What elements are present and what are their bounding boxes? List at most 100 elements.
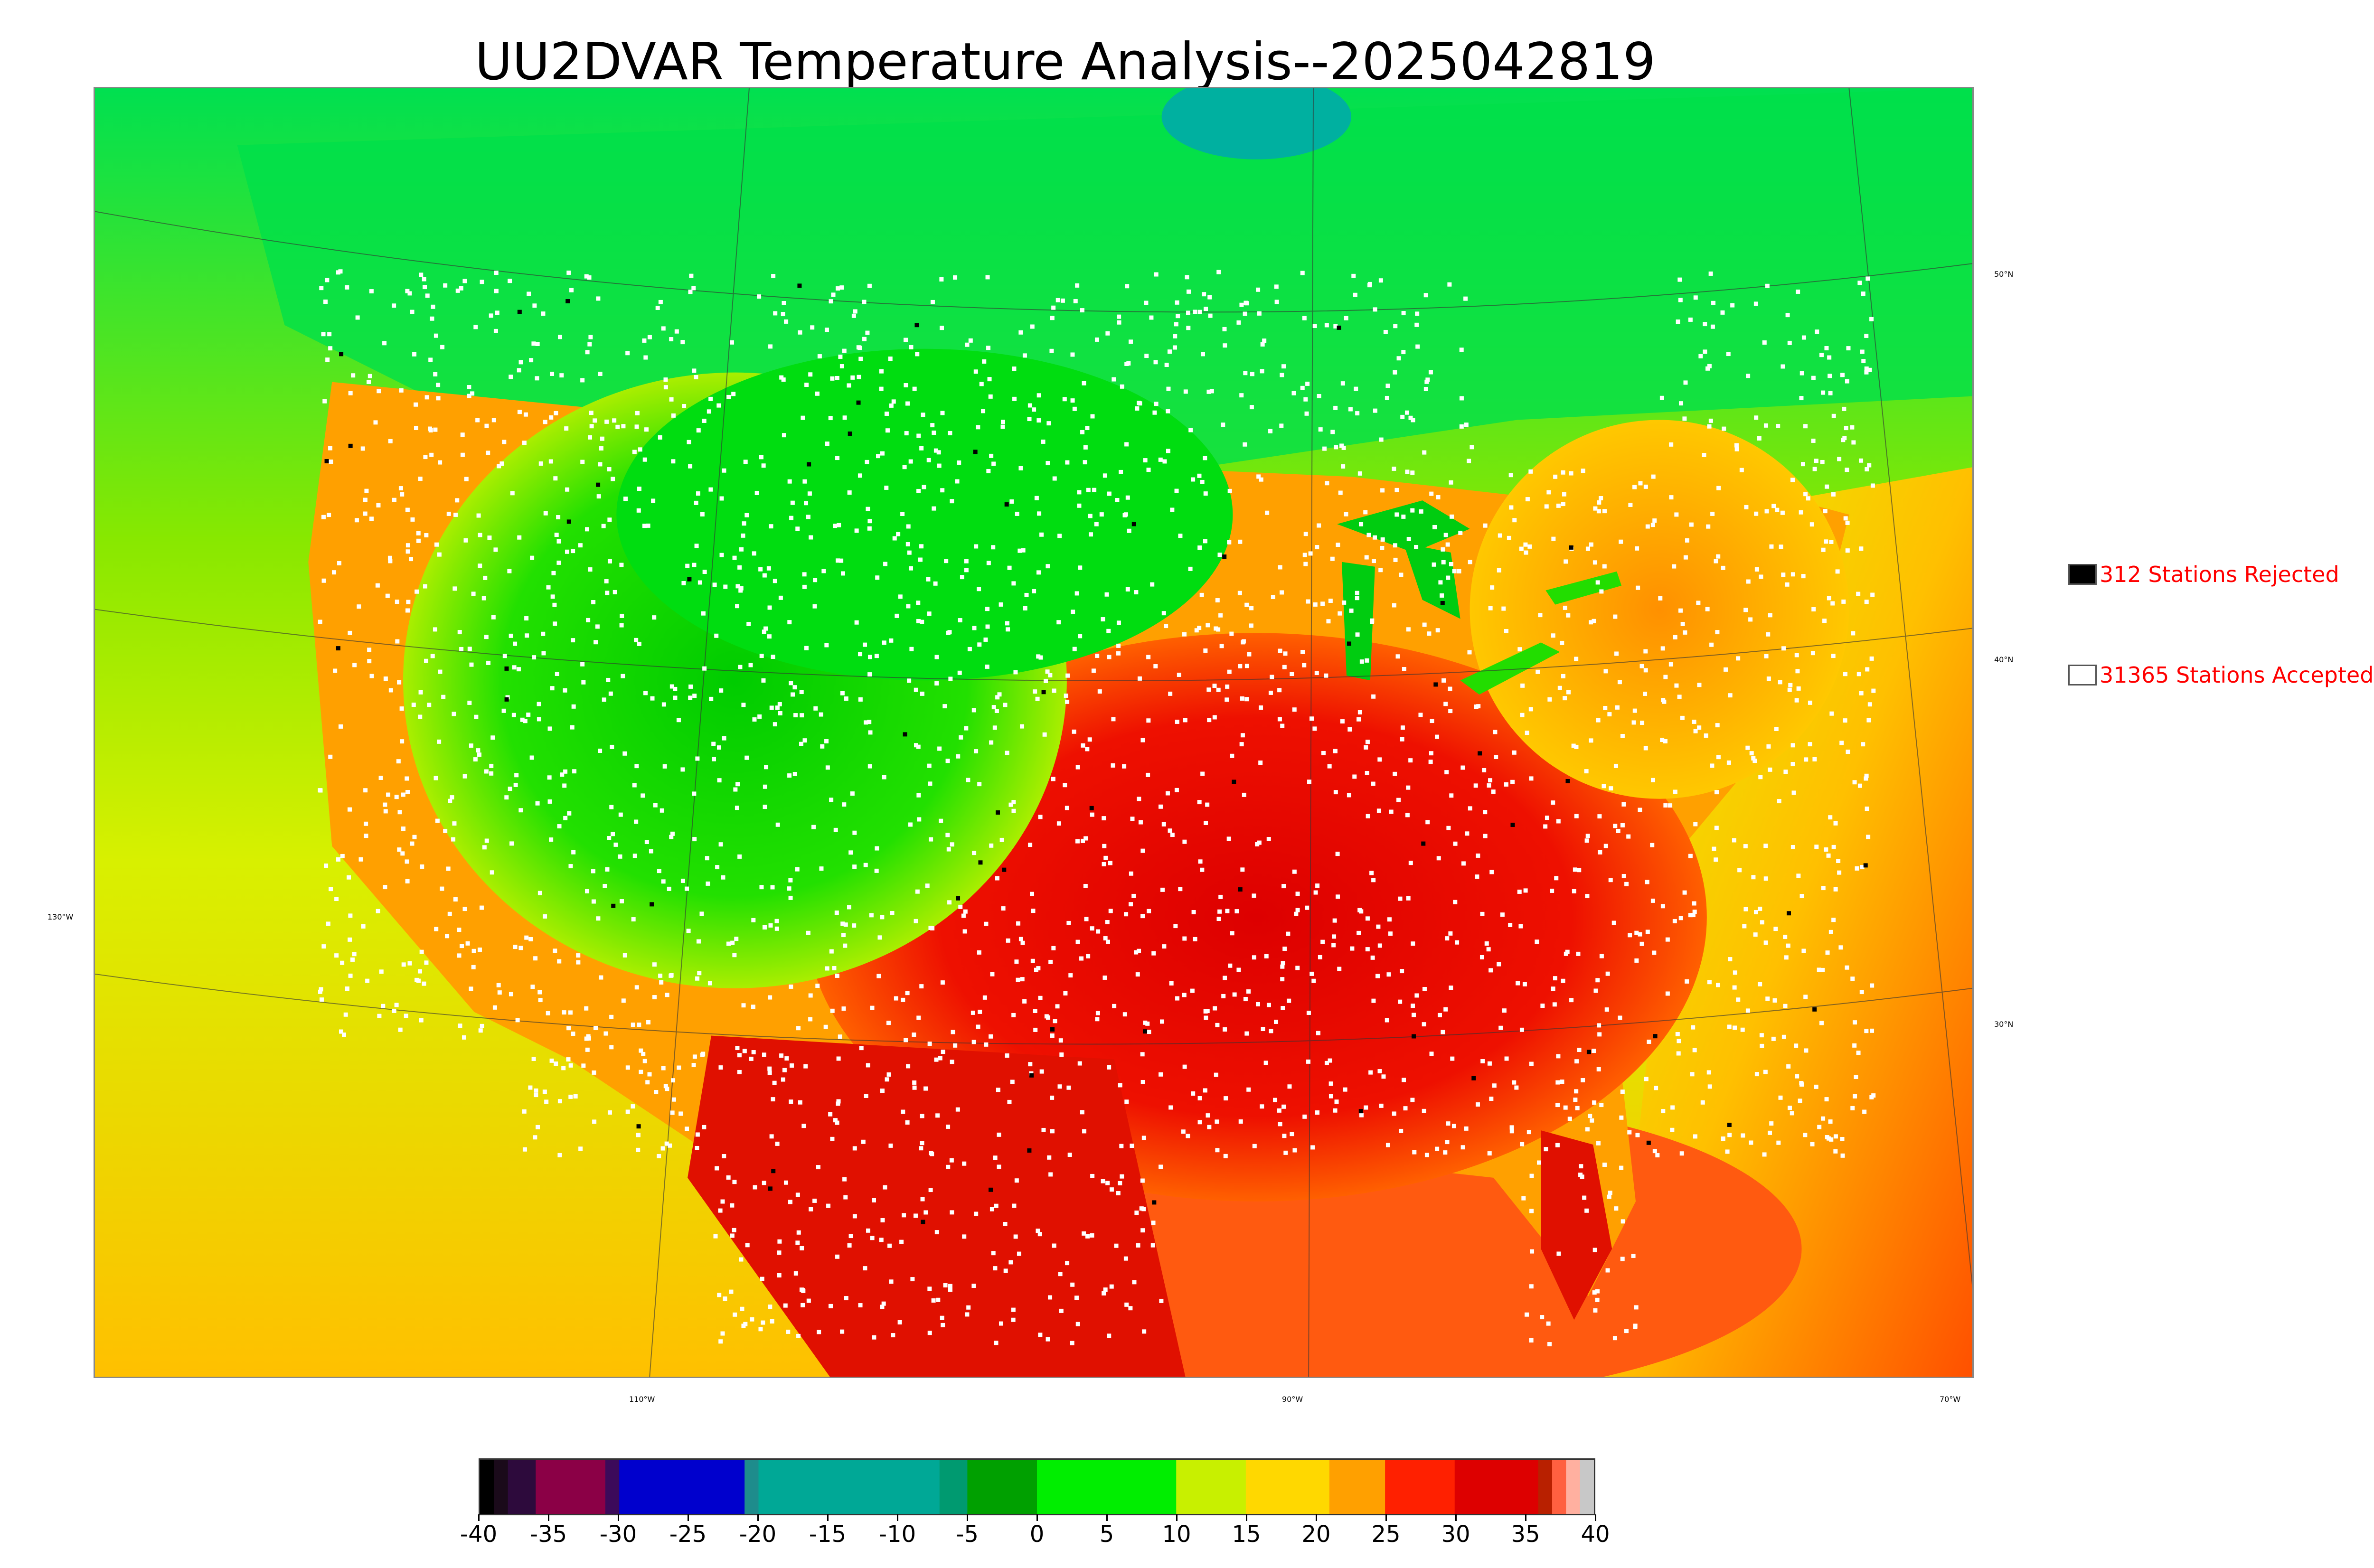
station-accepted xyxy=(1757,436,1762,441)
colorbar-segment xyxy=(1385,1460,1455,1514)
station-accepted xyxy=(858,1303,863,1308)
station-accepted xyxy=(875,575,880,580)
station-accepted xyxy=(774,919,779,923)
station-accepted xyxy=(1826,853,1831,858)
station-accepted xyxy=(1643,691,1648,696)
station-accepted xyxy=(1274,284,1279,289)
station-accepted xyxy=(424,960,429,965)
station-accepted xyxy=(1867,702,1872,707)
station-accepted xyxy=(553,948,557,953)
station-accepted xyxy=(1371,781,1375,786)
station-accepted xyxy=(340,960,345,965)
station-accepted xyxy=(941,1050,945,1054)
station-accepted xyxy=(1107,1333,1112,1338)
station-accepted xyxy=(883,1185,887,1190)
station-accepted xyxy=(1493,730,1498,734)
station-accepted xyxy=(1152,410,1157,415)
station-accepted xyxy=(986,346,991,350)
station-rejected xyxy=(596,482,601,487)
station-accepted xyxy=(1577,868,1582,873)
station-accepted xyxy=(395,639,400,644)
station-accepted xyxy=(1083,460,1087,465)
station-accepted xyxy=(1380,488,1385,493)
station-accepted xyxy=(1018,330,1023,335)
station-accepted xyxy=(1181,1129,1186,1134)
station-accepted xyxy=(1380,537,1385,542)
station-accepted xyxy=(1494,754,1498,759)
station-accepted xyxy=(416,531,421,535)
station-accepted xyxy=(639,1070,643,1074)
colorbar-tick-label: 0 xyxy=(1029,1521,1045,1548)
station-accepted xyxy=(1846,750,1850,754)
station-accepted xyxy=(1014,1178,1019,1183)
station-accepted xyxy=(972,626,977,630)
station-accepted xyxy=(948,676,953,681)
station-accepted xyxy=(1197,800,1202,805)
station-accepted xyxy=(1799,1082,1804,1087)
station-accepted xyxy=(1336,894,1340,899)
station-accepted xyxy=(1050,1095,1055,1100)
station-accepted xyxy=(1869,317,1874,321)
station-accepted xyxy=(1752,759,1757,763)
station-accepted xyxy=(1476,704,1481,709)
station-accepted xyxy=(1203,1088,1207,1093)
colorbar-tick-mark xyxy=(548,1514,549,1521)
station-accepted xyxy=(751,918,756,922)
station-accepted xyxy=(788,895,793,900)
station-accepted xyxy=(834,911,839,915)
station-accepted xyxy=(1831,918,1836,922)
station-accepted xyxy=(1280,373,1284,377)
station-accepted xyxy=(707,409,711,414)
colorbar-segment xyxy=(939,1460,968,1514)
station-accepted xyxy=(699,911,704,916)
station-accepted xyxy=(535,801,540,806)
station-accepted xyxy=(1371,694,1376,699)
station-accepted xyxy=(762,925,767,930)
station-accepted xyxy=(1579,1164,1583,1169)
station-accepted xyxy=(712,582,717,587)
station-accepted xyxy=(1833,887,1838,892)
station-accepted xyxy=(719,496,724,501)
station-accepted xyxy=(581,680,586,685)
station-rejected xyxy=(1143,1029,1148,1034)
station-accepted xyxy=(1460,1145,1465,1150)
station-accepted xyxy=(885,1077,889,1082)
station-accepted xyxy=(1489,1097,1494,1101)
station-accepted xyxy=(1828,1119,1833,1124)
station-rejected xyxy=(336,646,340,651)
station-accepted xyxy=(1444,770,1449,775)
station-accepted xyxy=(1198,859,1203,864)
station-accepted xyxy=(782,1068,787,1072)
station-accepted xyxy=(1780,364,1785,369)
station-accepted xyxy=(398,486,403,491)
station-accepted xyxy=(592,1119,597,1124)
station-accepted xyxy=(1820,967,1825,972)
station-accepted xyxy=(1048,1295,1053,1300)
station-accepted xyxy=(1335,852,1340,856)
colorbar-tick-label: 10 xyxy=(1162,1521,1191,1548)
station-accepted xyxy=(955,1107,960,1112)
station-accepted xyxy=(789,681,793,685)
station-accepted xyxy=(692,1054,697,1059)
station-accepted xyxy=(1164,363,1169,367)
station-accepted xyxy=(1364,745,1368,750)
station-accepted xyxy=(576,960,581,965)
station-accepted xyxy=(685,563,690,568)
station-accepted xyxy=(546,1011,550,1015)
station-accepted xyxy=(1607,712,1612,717)
station-accepted xyxy=(661,702,666,707)
station-accepted xyxy=(1643,484,1648,489)
station-accepted xyxy=(942,704,947,709)
station-accepted xyxy=(1705,366,1710,371)
station-accepted xyxy=(634,424,639,429)
station-accepted xyxy=(573,1094,578,1099)
station-accepted xyxy=(1303,562,1308,566)
station-accepted xyxy=(407,961,412,966)
station-accepted xyxy=(836,286,840,291)
station-accepted xyxy=(1550,888,1554,893)
station-accepted xyxy=(1230,931,1234,936)
station-accepted xyxy=(1736,997,1741,1002)
station-accepted xyxy=(467,647,472,651)
station-accepted xyxy=(1707,424,1712,429)
station-accepted xyxy=(1238,664,1243,668)
